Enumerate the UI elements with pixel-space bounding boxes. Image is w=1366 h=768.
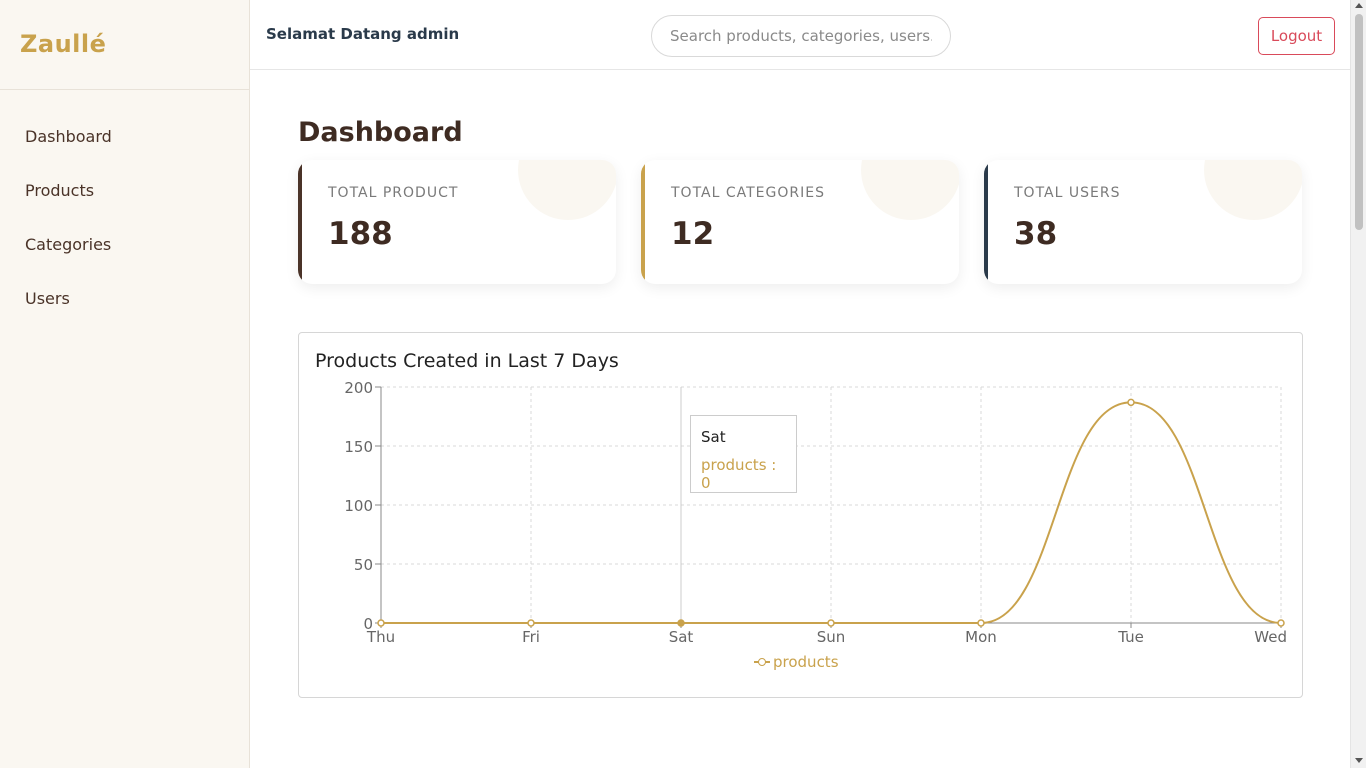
search-input[interactable] bbox=[651, 15, 951, 57]
data-point bbox=[377, 619, 385, 627]
welcome-text: Selamat Datang admin bbox=[266, 25, 460, 43]
stat-value: 188 bbox=[328, 216, 393, 252]
card-decoration bbox=[1204, 160, 1302, 220]
scrollbar-thumb[interactable] bbox=[1355, 14, 1363, 230]
card-accent-bar bbox=[298, 160, 302, 284]
legend-line-icon bbox=[754, 657, 770, 667]
x-tick-label: Fri bbox=[522, 628, 540, 646]
tooltip-label: Sat bbox=[701, 428, 726, 446]
scroll-down-arrow-icon[interactable] bbox=[1355, 758, 1363, 763]
page-scrollbar[interactable] bbox=[1350, 0, 1366, 768]
stat-label: TOTAL USERS bbox=[1014, 185, 1121, 201]
legend-label: products bbox=[773, 653, 839, 671]
y-tick-label: 100 bbox=[344, 497, 373, 515]
products-chart-card: Products Created in Last 7 Days 0 50 100 15… bbox=[298, 332, 1303, 698]
stat-card-total-users: TOTAL USERS 38 bbox=[984, 160, 1302, 284]
y-tick-label: 150 bbox=[344, 438, 373, 456]
stat-card-total-product: TOTAL PRODUCT 188 bbox=[298, 160, 616, 284]
stat-value: 38 bbox=[1014, 216, 1058, 252]
card-accent-bar bbox=[641, 160, 645, 284]
top-bar: Selamat Datang admin Logout bbox=[250, 0, 1350, 70]
brand-logo[interactable]: Zaullé bbox=[0, 0, 249, 90]
x-tick-label: Thu bbox=[366, 628, 395, 646]
x-tick-label: Sat bbox=[669, 628, 694, 646]
series-line-products bbox=[381, 401, 1282, 625]
page-title: Dashboard bbox=[298, 117, 463, 148]
x-tick-label: Wed bbox=[1254, 628, 1287, 646]
sidebar-item-users[interactable]: Users bbox=[25, 289, 70, 308]
card-accent-bar bbox=[984, 160, 988, 284]
y-tick-label: 50 bbox=[354, 556, 373, 574]
chart-legend[interactable]: products bbox=[754, 653, 839, 671]
chart-tooltip: Sat products : 0 bbox=[690, 415, 797, 493]
y-tick-label: 0 bbox=[363, 615, 373, 633]
data-point bbox=[677, 619, 685, 627]
products-line-chart[interactable]: 0 50 100 150 200 Thu Fri Sat Sun Mon Tue Wed bbox=[299, 333, 1304, 699]
logout-button[interactable]: Logout bbox=[1258, 17, 1335, 55]
stat-label: TOTAL CATEGORIES bbox=[671, 185, 825, 201]
data-point bbox=[527, 619, 535, 627]
x-tick-label: Mon bbox=[965, 628, 997, 646]
sidebar-item-categories[interactable]: Categories bbox=[25, 235, 112, 254]
data-point bbox=[1127, 398, 1135, 407]
chart-title: Products Created in Last 7 Days bbox=[315, 350, 619, 372]
data-point bbox=[827, 619, 835, 627]
scroll-up-arrow-icon[interactable] bbox=[1355, 3, 1363, 8]
data-point bbox=[1277, 619, 1285, 627]
sidebar: Zaullé Dashboard Products Categories Use… bbox=[0, 0, 250, 768]
x-tick-label: Sun bbox=[817, 628, 846, 646]
sidebar-item-products[interactable]: Products bbox=[25, 181, 95, 200]
sidebar-item-dashboard[interactable]: Dashboard bbox=[25, 127, 112, 146]
stat-value: 12 bbox=[671, 216, 715, 252]
stat-label: TOTAL PRODUCT bbox=[328, 185, 459, 201]
card-decoration bbox=[861, 160, 959, 220]
y-tick-label: 200 bbox=[344, 379, 373, 397]
stat-card-total-categories: TOTAL CATEGORIES 12 bbox=[641, 160, 959, 284]
x-tick-label: Tue bbox=[1117, 628, 1144, 646]
tooltip-value: products : 0 bbox=[701, 456, 777, 492]
data-point bbox=[977, 619, 985, 627]
card-decoration bbox=[518, 160, 616, 220]
sidebar-nav: Dashboard Products Categories Users bbox=[0, 90, 249, 331]
